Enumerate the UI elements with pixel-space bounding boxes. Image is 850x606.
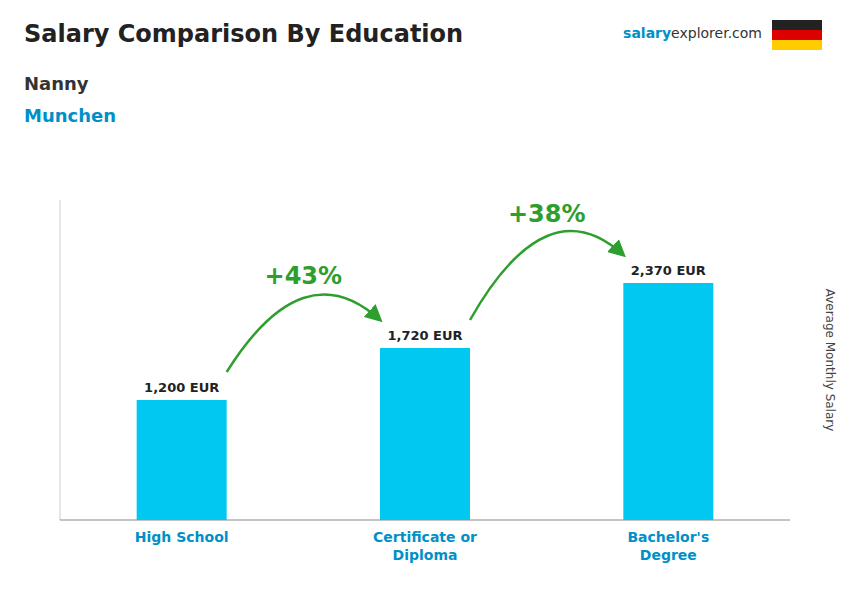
brand-part: explorer	[671, 25, 729, 41]
bar	[380, 348, 470, 520]
growth-arrow	[227, 294, 380, 372]
brand: salaryexplorer.com	[623, 25, 762, 41]
data-label: 1,720 EUR	[387, 328, 462, 343]
brand-part: salary	[623, 25, 671, 41]
brand-part: .com	[728, 25, 762, 41]
title: Salary Comparison By Education	[24, 20, 463, 48]
annotation: +38%	[508, 200, 586, 228]
flag-stripe	[772, 20, 822, 30]
growth-arrow	[470, 231, 623, 320]
x-tick-label-line: Diploma	[393, 547, 458, 563]
bar	[137, 400, 227, 520]
data-label: 2,370 EUR	[631, 263, 706, 278]
x-tick-label: High School	[135, 529, 229, 545]
chart-container: Salary Comparison By Education Nanny Munch…	[0, 0, 850, 606]
x-tick-label: Bachelor's Degree	[627, 529, 709, 563]
chart: Salary Comparison By Education Nanny Munch…	[0, 0, 850, 606]
x-tick-label-line: High School	[135, 529, 229, 545]
flag-stripe	[772, 30, 822, 40]
annotation: +43%	[265, 262, 343, 290]
x-tick-label-line: Degree	[640, 547, 697, 563]
data-label: 1,200 EUR	[144, 380, 219, 395]
y-axis-label: Average Monthly Salary	[823, 289, 837, 432]
bars	[137, 283, 714, 520]
x-tick-label-line: Certificate or	[373, 529, 477, 545]
bar	[623, 283, 713, 520]
y-axis-line	[60, 200, 61, 520]
x-tick-label: Certificate or Diploma	[373, 529, 477, 563]
subtitle: Nanny	[24, 73, 89, 94]
subtitle: Munchen	[24, 105, 116, 126]
x-tick-label-line: Bachelor's	[627, 529, 709, 545]
flag-stripe	[772, 40, 822, 50]
